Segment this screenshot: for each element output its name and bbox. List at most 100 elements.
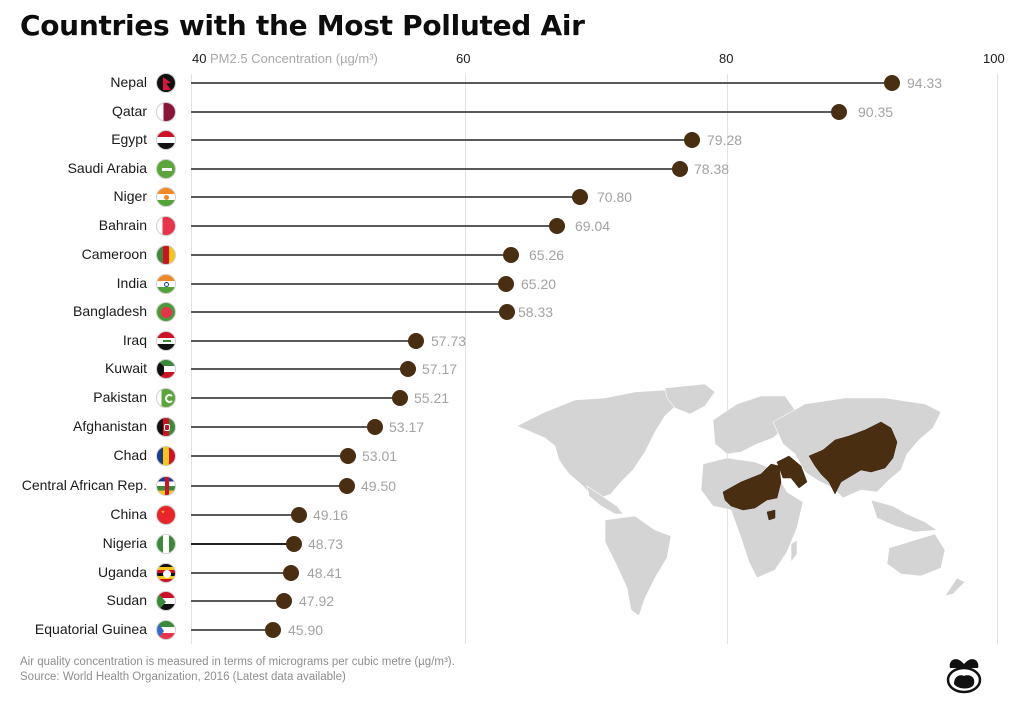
gridline-60	[465, 74, 466, 644]
madagascar-shape	[790, 539, 798, 563]
data-point	[367, 419, 383, 435]
data-point	[392, 390, 408, 406]
data-point	[498, 276, 514, 292]
bangladesh-flag-icon	[156, 302, 176, 322]
central-african-rep-flag-icon	[156, 476, 176, 496]
kuwait-flag-icon	[156, 359, 176, 379]
row-bahrain: Bahrain 69.04	[0, 212, 1024, 240]
country-label: Nigeria	[102, 535, 147, 551]
value-label: 69.04	[575, 218, 611, 234]
value-label: 65.26	[529, 247, 565, 263]
data-point	[340, 448, 356, 464]
country-label: Pakistan	[93, 389, 147, 405]
country-label: Iraq	[122, 332, 147, 348]
central-america-shape	[586, 485, 624, 515]
india-flag-icon	[156, 274, 176, 294]
lollipop-stem	[191, 82, 892, 84]
country-label: China	[110, 506, 147, 522]
data-point	[684, 132, 700, 148]
gridline-100	[997, 74, 998, 644]
value-label: 48.41	[307, 565, 343, 581]
iraq-flag-icon	[156, 331, 176, 351]
lollipop-stem	[191, 139, 692, 141]
country-label: Sudan	[106, 592, 147, 608]
gridline-40	[191, 74, 192, 644]
lollipop-stem	[191, 600, 284, 602]
uganda-flag-icon	[156, 563, 176, 583]
uganda-highlight	[766, 509, 776, 521]
publisher-logo-icon	[946, 659, 982, 694]
bahrain-flag-icon	[156, 216, 176, 236]
row-nepal: Nepal 94.33	[0, 69, 1024, 97]
australia-shape	[886, 533, 946, 577]
country-label: Afghanistan	[73, 418, 147, 434]
chart-title: Countries with the Most Polluted Air	[20, 9, 585, 42]
x-axis-label: PM2.5 Concentration (µg/m³)	[210, 51, 378, 66]
country-label: Qatar	[111, 103, 147, 119]
saudi-arabia-flag-icon	[156, 159, 176, 179]
country-label: Kuwait	[104, 360, 147, 376]
lollipop-stem	[191, 111, 839, 113]
south-asia-china-highlight	[808, 421, 898, 495]
data-point	[831, 104, 847, 120]
equatorial-guinea-flag-icon	[156, 620, 176, 640]
value-label: 55.21	[414, 390, 450, 406]
row-india: India 65.20	[0, 270, 1024, 298]
data-point	[884, 75, 900, 91]
country-label: Nepal	[110, 74, 147, 90]
nigeria-flag-icon	[156, 534, 176, 554]
data-point	[291, 507, 307, 523]
row-niger: Niger 70.80	[0, 183, 1024, 211]
footnote-source: Source: World Health Organization, 2016 …	[20, 671, 346, 683]
value-label: 49.16	[313, 507, 349, 523]
row-uganda: Uganda 48.41	[0, 559, 1024, 587]
row-egypt: Egypt 79.28	[0, 126, 1024, 154]
lollipop-stem	[191, 254, 511, 256]
row-cameroon: Cameroon 65.26	[0, 241, 1024, 269]
x-tick-100: 100	[983, 51, 1005, 66]
country-label: Central African Rep.	[21, 477, 147, 493]
pakistan-flag-icon	[156, 388, 176, 408]
egypt-saudi-highlight	[776, 455, 808, 489]
data-point	[572, 189, 588, 205]
china-flag-icon	[156, 505, 176, 525]
row-china: China 49.16	[0, 501, 1024, 529]
data-point	[339, 478, 355, 494]
country-label: Equatorial Guinea	[34, 621, 147, 637]
value-label: 49.50	[361, 478, 397, 494]
value-label: 53.17	[389, 419, 425, 435]
lollipop-stem	[191, 485, 347, 487]
value-label: 58.33	[518, 304, 554, 320]
row-pakistan: Pakistan 55.21	[0, 384, 1024, 412]
value-label: 78.38	[694, 161, 730, 177]
lollipop-stem	[191, 311, 507, 313]
north-america-shape	[516, 389, 681, 501]
lollipop-stem	[191, 514, 299, 516]
value-label: 70.80	[597, 189, 633, 205]
new-zealand-shape	[944, 577, 966, 597]
row-equatorial-guinea: Equatorial Guinea 45.90	[0, 616, 1024, 644]
lollipop-stem	[191, 455, 348, 457]
country-label: India	[116, 275, 147, 291]
country-label: Chad	[113, 447, 147, 463]
lollipop-stem	[191, 368, 408, 370]
gridline-80	[727, 74, 728, 644]
value-label: 65.20	[521, 276, 557, 292]
country-label: Cameroon	[81, 246, 147, 262]
qatar-flag-icon	[156, 102, 176, 122]
country-label: Egypt	[111, 131, 147, 147]
niger-flag-icon	[156, 187, 176, 207]
lollipop-stem	[191, 426, 375, 428]
value-label: 79.28	[707, 132, 743, 148]
value-label: 45.90	[288, 622, 324, 638]
row-bangladesh: Bangladesh 58.33	[0, 298, 1024, 326]
data-point	[499, 304, 515, 320]
row-afghanistan: Afghanistan 53.17	[0, 413, 1024, 441]
lollipop-stem	[191, 629, 273, 631]
row-iraq: Iraq 57.73	[0, 327, 1024, 355]
lollipop-stem	[191, 340, 416, 342]
footnote-unit-note: Air quality concentration is measured in…	[20, 656, 455, 668]
nepal-flag-icon	[156, 73, 176, 93]
country-label: Saudi Arabia	[67, 160, 147, 176]
sudan-flag-icon	[156, 591, 176, 611]
